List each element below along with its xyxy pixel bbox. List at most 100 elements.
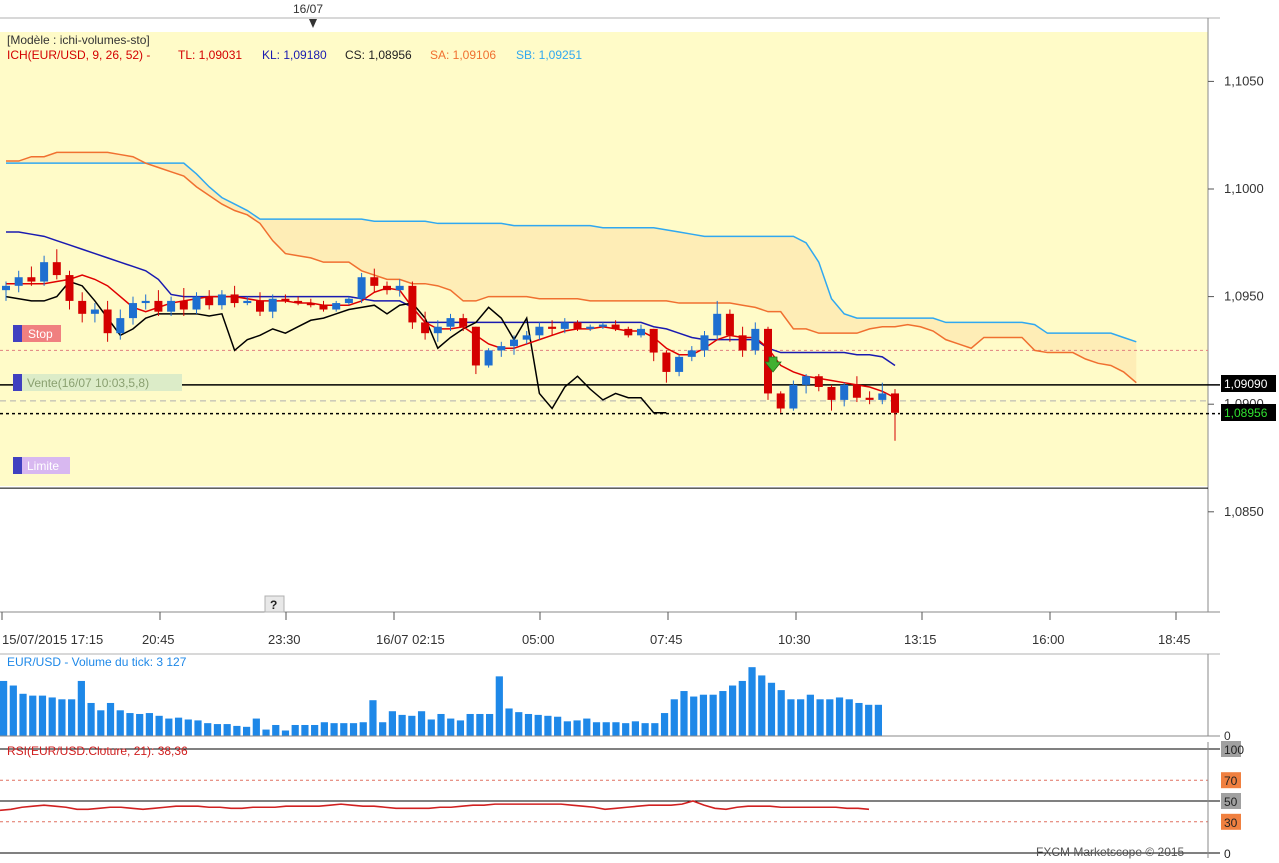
limit-order[interactable]: Limite — [13, 457, 70, 474]
candle[interactable] — [90, 303, 99, 323]
limit-handle[interactable] — [13, 457, 22, 474]
sell-handle[interactable] — [13, 374, 22, 391]
candle[interactable] — [370, 268, 379, 293]
candle[interactable] — [154, 290, 163, 316]
candle[interactable] — [649, 328, 658, 362]
candle[interactable] — [421, 311, 430, 340]
stop-handle[interactable] — [13, 325, 22, 342]
rsi-panel[interactable] — [0, 742, 1208, 858]
candle[interactable] — [484, 348, 493, 368]
candle[interactable] — [116, 309, 125, 340]
candle-body — [789, 384, 798, 409]
candle[interactable] — [573, 320, 582, 332]
candle[interactable] — [814, 374, 823, 392]
candle[interactable] — [205, 290, 214, 310]
candle[interactable] — [40, 255, 49, 286]
candle[interactable] — [268, 294, 277, 319]
candle-body — [852, 384, 861, 398]
limit-tag[interactable] — [22, 457, 70, 474]
candle[interactable] — [192, 292, 201, 314]
stop-order[interactable]: Stop — [13, 325, 61, 342]
rsi-tick-badge — [1221, 741, 1241, 757]
volume-bar — [437, 713, 445, 736]
candle[interactable] — [624, 326, 633, 338]
candle[interactable] — [852, 376, 861, 403]
candle[interactable] — [548, 320, 557, 336]
candle[interactable] — [306, 298, 315, 308]
candle[interactable] — [344, 296, 353, 306]
candle[interactable] — [27, 266, 36, 286]
volume-bar — [379, 722, 387, 736]
candle[interactable] — [878, 382, 887, 405]
candle[interactable] — [611, 320, 620, 332]
rsi-tick-badge — [1221, 813, 1241, 830]
candle[interactable] — [789, 380, 798, 411]
candle[interactable] — [522, 331, 531, 344]
candle[interactable] — [675, 354, 684, 377]
candle[interactable] — [637, 324, 645, 338]
candle[interactable] — [319, 300, 328, 312]
candle[interactable] — [662, 350, 671, 383]
candle[interactable] — [256, 292, 264, 316]
candle[interactable] — [78, 292, 87, 323]
candle[interactable] — [281, 294, 290, 304]
candle[interactable] — [167, 296, 176, 316]
candle[interactable] — [433, 320, 442, 342]
help-marker[interactable]: ? — [264, 595, 285, 613]
candle[interactable] — [687, 346, 696, 362]
candle[interactable] — [865, 391, 874, 405]
sell-tag[interactable] — [22, 374, 182, 391]
volume-bar — [874, 704, 882, 736]
candle[interactable] — [776, 391, 785, 413]
candle-body — [141, 300, 150, 304]
candle[interactable] — [459, 313, 468, 332]
candle[interactable] — [383, 281, 391, 295]
candle[interactable] — [52, 249, 61, 280]
candle-body — [814, 376, 823, 387]
candles[interactable] — [2, 249, 899, 441]
candle[interactable] — [471, 326, 480, 375]
candle[interactable] — [535, 322, 544, 340]
candle[interactable] — [332, 300, 341, 312]
candle[interactable] — [560, 318, 569, 334]
rsi-tick-label: 100 — [1224, 743, 1244, 757]
candle[interactable] — [700, 331, 709, 357]
candle-body — [624, 328, 633, 336]
candle[interactable] — [294, 296, 303, 306]
candle[interactable] — [230, 285, 239, 308]
candle[interactable] — [598, 322, 607, 329]
candle[interactable] — [725, 309, 734, 342]
candle[interactable] — [103, 300, 112, 342]
candle[interactable] — [827, 384, 836, 411]
candle[interactable] — [357, 272, 366, 304]
stop-tag[interactable] — [22, 325, 61, 342]
candle[interactable] — [713, 300, 722, 340]
candle[interactable] — [14, 270, 23, 293]
kumo-fill — [6, 152, 1137, 383]
candle[interactable] — [243, 296, 252, 306]
candle[interactable] — [738, 326, 747, 357]
candle[interactable] — [510, 335, 518, 355]
volume-bar — [602, 722, 610, 736]
candle[interactable] — [446, 313, 455, 332]
candle[interactable] — [751, 322, 760, 355]
candle[interactable] — [65, 270, 74, 310]
candle[interactable] — [840, 382, 849, 407]
candle[interactable] — [395, 279, 404, 297]
candle-body — [421, 322, 430, 334]
candle[interactable] — [217, 290, 226, 310]
sell-order[interactable]: Vente(16/07 10:03,5,8) — [13, 374, 182, 391]
candle-body — [776, 393, 785, 409]
candle[interactable] — [586, 324, 595, 332]
candle[interactable] — [129, 296, 137, 325]
candle[interactable] — [802, 374, 811, 394]
candle[interactable] — [141, 294, 150, 310]
volume-bar — [544, 715, 552, 736]
candle[interactable] — [408, 281, 417, 329]
candle[interactable] — [2, 281, 10, 301]
candle[interactable] — [891, 389, 899, 441]
candle[interactable] — [497, 341, 506, 357]
candle[interactable] — [179, 287, 188, 316]
candle-body — [243, 300, 252, 304]
